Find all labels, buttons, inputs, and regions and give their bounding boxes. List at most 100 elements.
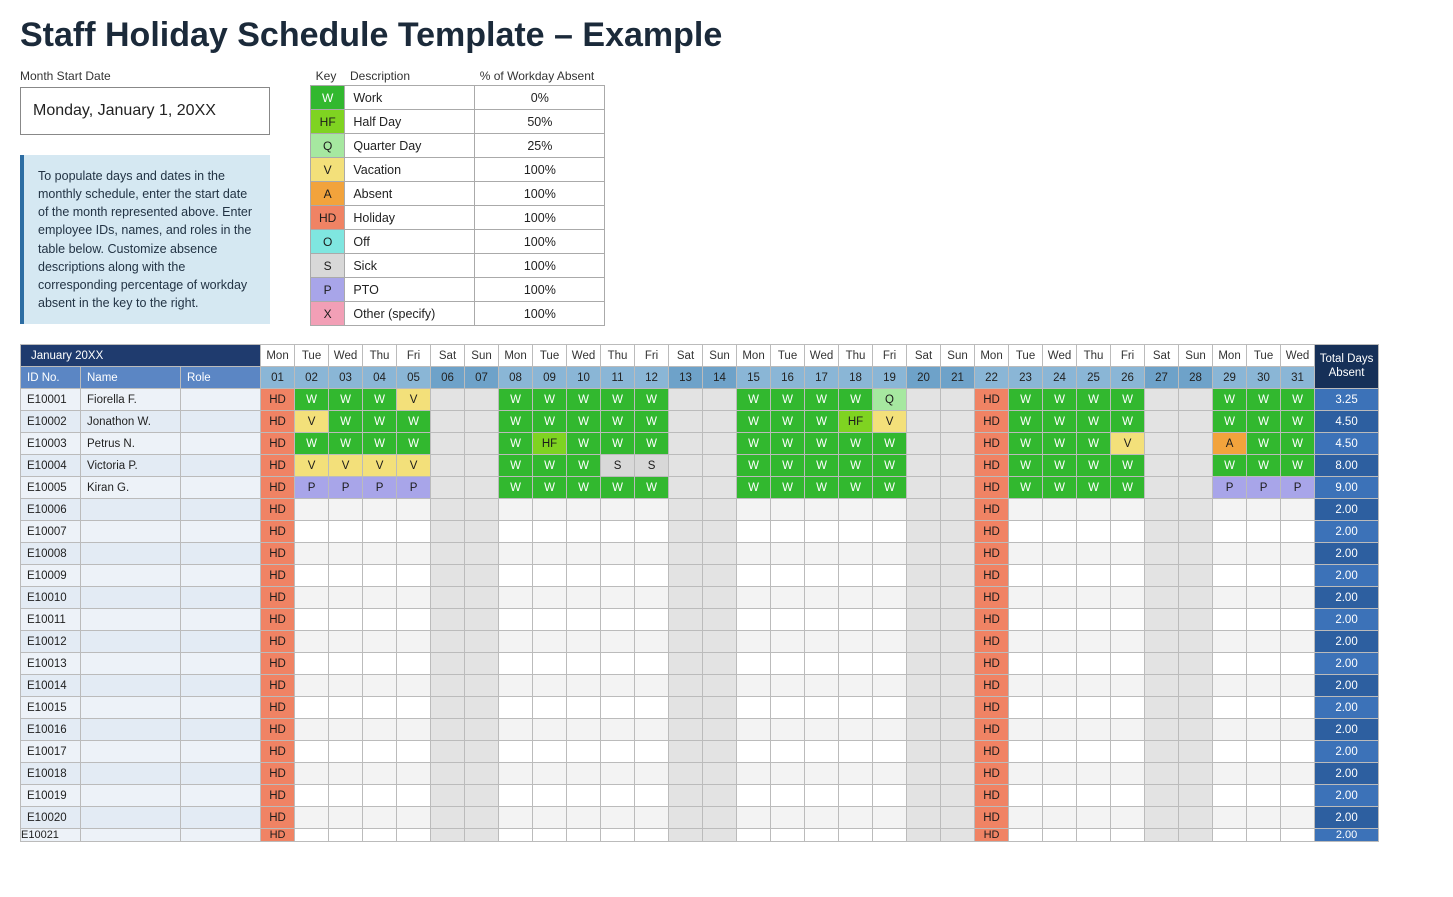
schedule-day-cell[interactable] bbox=[499, 763, 533, 785]
schedule-day-cell[interactable] bbox=[941, 763, 975, 785]
schedule-day-cell[interactable] bbox=[499, 631, 533, 653]
schedule-day-cell[interactable] bbox=[1247, 785, 1281, 807]
schedule-day-cell[interactable]: W bbox=[1077, 433, 1111, 455]
schedule-day-cell[interactable] bbox=[1043, 807, 1077, 829]
schedule-day-cell[interactable] bbox=[1281, 631, 1315, 653]
schedule-day-cell[interactable] bbox=[873, 763, 907, 785]
schedule-day-cell[interactable] bbox=[1009, 631, 1043, 653]
schedule-day-cell[interactable] bbox=[839, 653, 873, 675]
schedule-day-cell[interactable] bbox=[1077, 763, 1111, 785]
schedule-day-cell[interactable] bbox=[873, 829, 907, 842]
schedule-day-cell[interactable]: HD bbox=[261, 807, 295, 829]
schedule-day-cell[interactable] bbox=[295, 609, 329, 631]
schedule-day-cell[interactable] bbox=[1247, 697, 1281, 719]
schedule-day-cell[interactable] bbox=[499, 543, 533, 565]
schedule-day-cell[interactable] bbox=[601, 675, 635, 697]
schedule-day-cell[interactable] bbox=[703, 719, 737, 741]
schedule-day-cell[interactable]: V bbox=[873, 411, 907, 433]
employee-name-cell[interactable] bbox=[81, 675, 181, 697]
employee-name-cell[interactable] bbox=[81, 587, 181, 609]
schedule-day-cell[interactable] bbox=[907, 653, 941, 675]
schedule-day-cell[interactable] bbox=[737, 807, 771, 829]
schedule-day-cell[interactable] bbox=[1281, 741, 1315, 763]
schedule-day-cell[interactable] bbox=[329, 829, 363, 842]
schedule-day-cell[interactable] bbox=[397, 785, 431, 807]
schedule-day-cell[interactable] bbox=[907, 543, 941, 565]
schedule-day-cell[interactable] bbox=[1213, 543, 1247, 565]
schedule-day-cell[interactable] bbox=[771, 631, 805, 653]
schedule-day-cell[interactable] bbox=[737, 521, 771, 543]
schedule-day-cell[interactable] bbox=[397, 499, 431, 521]
schedule-day-cell[interactable] bbox=[635, 785, 669, 807]
schedule-day-cell[interactable] bbox=[601, 829, 635, 842]
employee-id-cell[interactable]: E10007 bbox=[21, 521, 81, 543]
employee-name-cell[interactable] bbox=[81, 785, 181, 807]
schedule-day-cell[interactable] bbox=[1043, 653, 1077, 675]
employee-role-cell[interactable] bbox=[181, 521, 261, 543]
schedule-day-cell[interactable] bbox=[669, 653, 703, 675]
schedule-day-cell[interactable] bbox=[635, 499, 669, 521]
employee-id-cell[interactable]: E10010 bbox=[21, 587, 81, 609]
schedule-day-cell[interactable] bbox=[397, 829, 431, 842]
schedule-day-cell[interactable] bbox=[601, 741, 635, 763]
schedule-day-cell[interactable]: W bbox=[1043, 477, 1077, 499]
schedule-day-cell[interactable] bbox=[669, 543, 703, 565]
schedule-day-cell[interactable] bbox=[941, 697, 975, 719]
schedule-day-cell[interactable] bbox=[907, 477, 941, 499]
schedule-day-cell[interactable] bbox=[941, 477, 975, 499]
schedule-day-cell[interactable] bbox=[1281, 807, 1315, 829]
schedule-day-cell[interactable] bbox=[635, 741, 669, 763]
employee-role-cell[interactable] bbox=[181, 719, 261, 741]
schedule-day-cell[interactable]: HD bbox=[975, 609, 1009, 631]
schedule-day-cell[interactable] bbox=[669, 807, 703, 829]
schedule-day-cell[interactable] bbox=[329, 675, 363, 697]
schedule-day-cell[interactable] bbox=[1213, 763, 1247, 785]
schedule-day-cell[interactable] bbox=[1281, 719, 1315, 741]
schedule-day-cell[interactable] bbox=[771, 829, 805, 842]
schedule-day-cell[interactable]: W bbox=[737, 411, 771, 433]
schedule-day-cell[interactable]: HD bbox=[975, 587, 1009, 609]
schedule-day-cell[interactable] bbox=[873, 675, 907, 697]
schedule-day-cell[interactable] bbox=[1281, 829, 1315, 842]
schedule-day-cell[interactable] bbox=[839, 719, 873, 741]
schedule-day-cell[interactable] bbox=[1145, 455, 1179, 477]
schedule-day-cell[interactable] bbox=[1111, 521, 1145, 543]
schedule-day-cell[interactable] bbox=[1009, 499, 1043, 521]
schedule-day-cell[interactable] bbox=[431, 609, 465, 631]
schedule-day-cell[interactable] bbox=[1009, 829, 1043, 842]
schedule-day-cell[interactable] bbox=[431, 565, 465, 587]
schedule-day-cell[interactable]: P bbox=[329, 477, 363, 499]
schedule-day-cell[interactable] bbox=[1247, 719, 1281, 741]
schedule-day-cell[interactable] bbox=[669, 609, 703, 631]
schedule-day-cell[interactable] bbox=[431, 763, 465, 785]
schedule-day-cell[interactable] bbox=[1043, 543, 1077, 565]
schedule-day-cell[interactable] bbox=[669, 719, 703, 741]
schedule-day-cell[interactable] bbox=[431, 631, 465, 653]
schedule-day-cell[interactable] bbox=[1281, 587, 1315, 609]
schedule-day-cell[interactable] bbox=[771, 741, 805, 763]
schedule-day-cell[interactable]: W bbox=[1009, 389, 1043, 411]
schedule-day-cell[interactable] bbox=[805, 785, 839, 807]
schedule-day-cell[interactable]: W bbox=[295, 389, 329, 411]
employee-id-cell[interactable]: E10009 bbox=[21, 565, 81, 587]
schedule-day-cell[interactable] bbox=[907, 763, 941, 785]
schedule-day-cell[interactable] bbox=[1043, 785, 1077, 807]
schedule-day-cell[interactable] bbox=[499, 785, 533, 807]
schedule-day-cell[interactable] bbox=[941, 521, 975, 543]
schedule-day-cell[interactable]: W bbox=[1043, 433, 1077, 455]
schedule-day-cell[interactable] bbox=[1111, 609, 1145, 631]
schedule-day-cell[interactable]: HD bbox=[975, 697, 1009, 719]
schedule-day-cell[interactable] bbox=[703, 521, 737, 543]
employee-role-cell[interactable] bbox=[181, 499, 261, 521]
schedule-day-cell[interactable]: W bbox=[533, 455, 567, 477]
employee-name-cell[interactable]: Victoria P. bbox=[81, 455, 181, 477]
schedule-day-cell[interactable] bbox=[1213, 631, 1247, 653]
schedule-day-cell[interactable] bbox=[1179, 521, 1213, 543]
schedule-day-cell[interactable]: W bbox=[1009, 477, 1043, 499]
schedule-day-cell[interactable]: W bbox=[1213, 389, 1247, 411]
schedule-day-cell[interactable]: W bbox=[1077, 455, 1111, 477]
schedule-day-cell[interactable]: W bbox=[737, 389, 771, 411]
schedule-day-cell[interactable] bbox=[669, 763, 703, 785]
schedule-day-cell[interactable] bbox=[1145, 675, 1179, 697]
schedule-day-cell[interactable] bbox=[397, 653, 431, 675]
